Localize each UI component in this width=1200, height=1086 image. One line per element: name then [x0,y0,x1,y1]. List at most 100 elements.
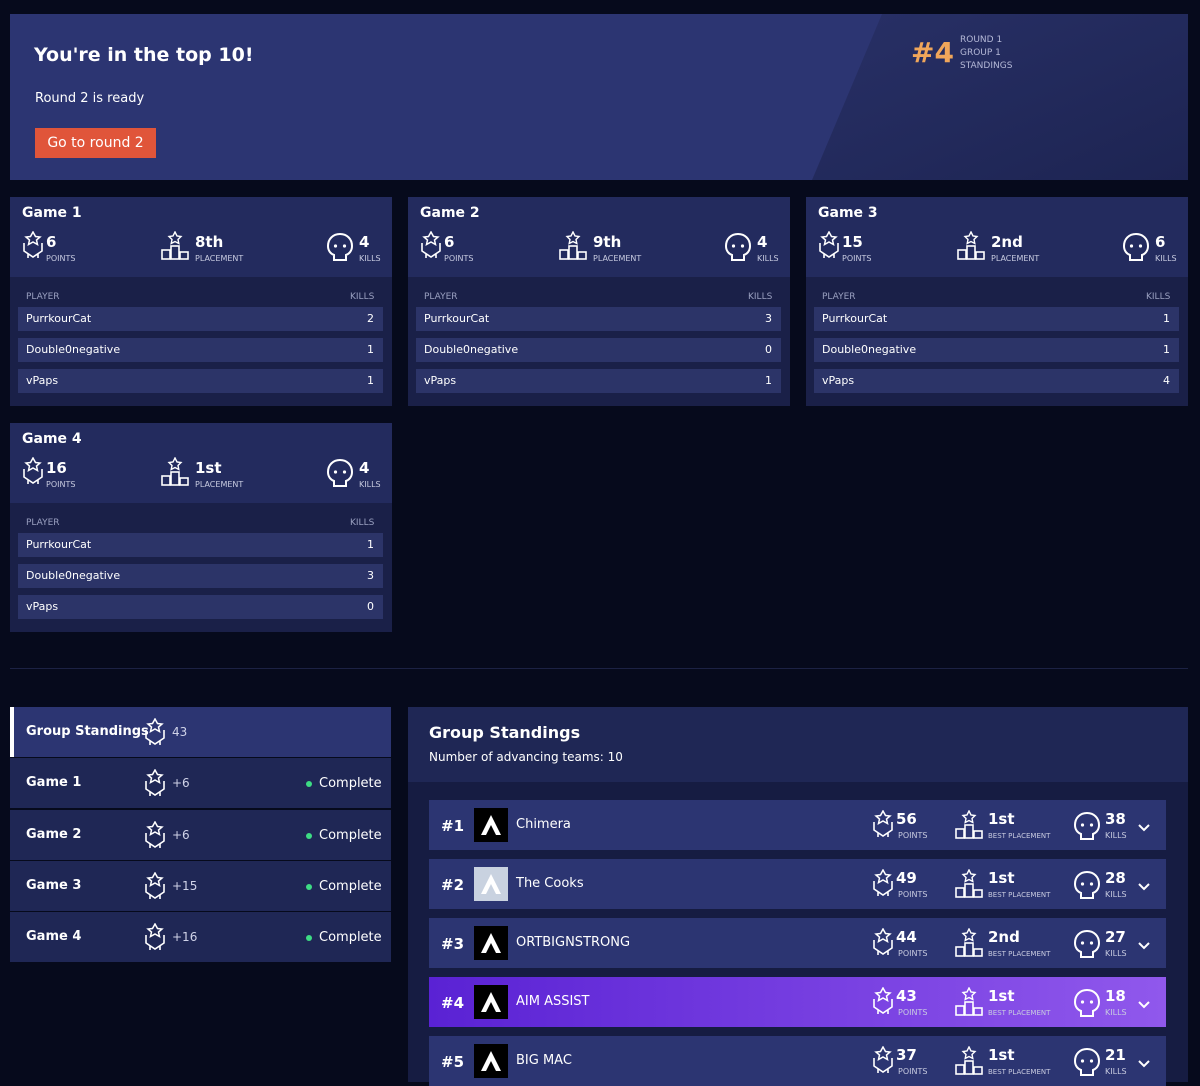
icon [872,809,894,844]
expand-chevron[interactable] [1137,1054,1151,1068]
icon-part [873,986,893,1014]
kills-label: KILLS [359,480,381,489]
icon-part [481,992,501,1012]
sidebar-row[interactable]: Group Standings 43 [10,707,391,757]
icon-part [957,230,985,260]
player-header: PLAYER [26,292,60,302]
banner-subtitle: Round 2 is ready [35,91,145,106]
icon-part [1073,870,1101,899]
icon-part [1073,811,1101,840]
team-logo [474,867,508,901]
points-value: 16 [46,459,67,477]
sidebar-name: Game 3 [26,877,82,893]
team-row[interactable]: #2 The Cooks 49 POINTS 1st BEST PLACEMENT 28 KI… [429,859,1166,909]
icon-part [326,232,354,261]
team-points: 44 [896,928,917,946]
icon-part [820,230,838,246]
best-label: BEST PLACEMENT [988,1068,1051,1076]
points-label: POINTS [898,890,928,899]
team-row[interactable]: #4 AIM ASSIST 43 POINTS 1st BEST PLACEMENT 18 K… [429,977,1166,1027]
icon-part [481,933,501,953]
placement-label: PLACEMENT [991,254,1040,263]
player-row: Double0negative 3 [18,564,383,588]
sidebar-row[interactable]: Game 4 +16 Complete [10,912,391,963]
player-kills: 1 [1163,312,1170,325]
icon-part [145,883,165,899]
icon-part [145,717,165,745]
icon [872,868,894,903]
icon-part [23,469,43,484]
team-best: 1st [988,810,1015,828]
kills-header: KILLS [1146,292,1171,302]
icon-part [421,243,441,258]
points-label: POINTS [444,254,474,263]
expand-chevron[interactable] [1137,818,1151,832]
icon-part [146,768,164,785]
icon-part [819,230,839,258]
icon [1073,870,1101,904]
sidebar-name: Game 4 [26,929,82,945]
points-label: POINTS [898,1067,928,1076]
placement-label: PLACEMENT [195,254,244,263]
team-kills: 38 [1105,810,1126,828]
kills-value: 4 [757,233,768,251]
status: Complete [319,776,382,792]
icon-part [326,458,354,487]
player-name: vPaps [26,600,59,613]
team-row[interactable]: #3 ORTBIGNSTRONG 44 POINTS 2nd BEST PLACEMENT… [429,918,1166,968]
rank-meta: ROUND 1 [960,35,1003,45]
team-row[interactable]: #5 BIG MAC 37 POINTS 1st BEST PLACEMENT 21 KILL… [429,1036,1166,1086]
expand-chevron[interactable] [1137,936,1151,950]
icon-part [873,881,893,896]
icon-part [422,230,440,246]
team-rank: #1 [441,817,465,835]
kills-header: KILLS [748,292,773,302]
icon-part [874,986,892,1002]
round-button[interactable]: Go to round 2 [35,128,156,158]
icon-part [964,883,974,898]
icon-part [955,927,983,957]
player-row: PurrkourCat 3 [416,307,781,331]
team-logo [474,808,508,842]
icon-part [23,243,43,258]
team-best: 2nd [988,928,1020,946]
team-row[interactable]: #1 Chimera 56 POINTS 1st BEST PLACEMENT 38 KILL… [429,800,1166,850]
icon-part [1080,823,1085,827]
icon-part [961,868,977,883]
icon-part [731,244,736,248]
icon-part [1129,244,1134,248]
icon-part [961,1045,977,1060]
icon [1073,988,1101,1022]
sidebar-row[interactable]: Game 2 +6 Complete [10,809,391,860]
icon-part [964,1001,974,1016]
expand-chevron[interactable] [1137,995,1151,1009]
sidebar-row[interactable]: Game 3 +15 Complete [10,860,391,911]
icon-part [1122,232,1150,261]
icon-part [1089,941,1094,945]
points-value: 15 [842,233,863,251]
game-title: Game 4 [22,431,82,447]
status-dot [306,781,312,788]
game-card-header [806,197,1188,277]
icon-part [170,471,180,486]
team-rank: #5 [441,1053,465,1071]
expand-chevron[interactable] [1137,877,1151,891]
player-kills: 3 [765,312,772,325]
icon-part [326,458,354,487]
player-name: Double0negative [822,343,917,356]
icon-part [481,815,501,835]
icon-part [23,230,43,258]
icon-part [973,948,983,957]
icon-part [577,251,587,260]
divider [10,668,1188,669]
icon-part [874,1045,892,1061]
icon-part [145,922,165,951]
team-rank: #3 [441,935,465,953]
game-title: Game 3 [818,205,878,221]
kills-label: KILLS [1105,949,1127,958]
sidebar-row[interactable]: Game 1 +6 Complete [10,758,391,809]
icon [954,868,984,903]
points-label: POINTS [46,480,76,489]
team-kills: 18 [1105,987,1126,1005]
icon [872,1045,894,1080]
